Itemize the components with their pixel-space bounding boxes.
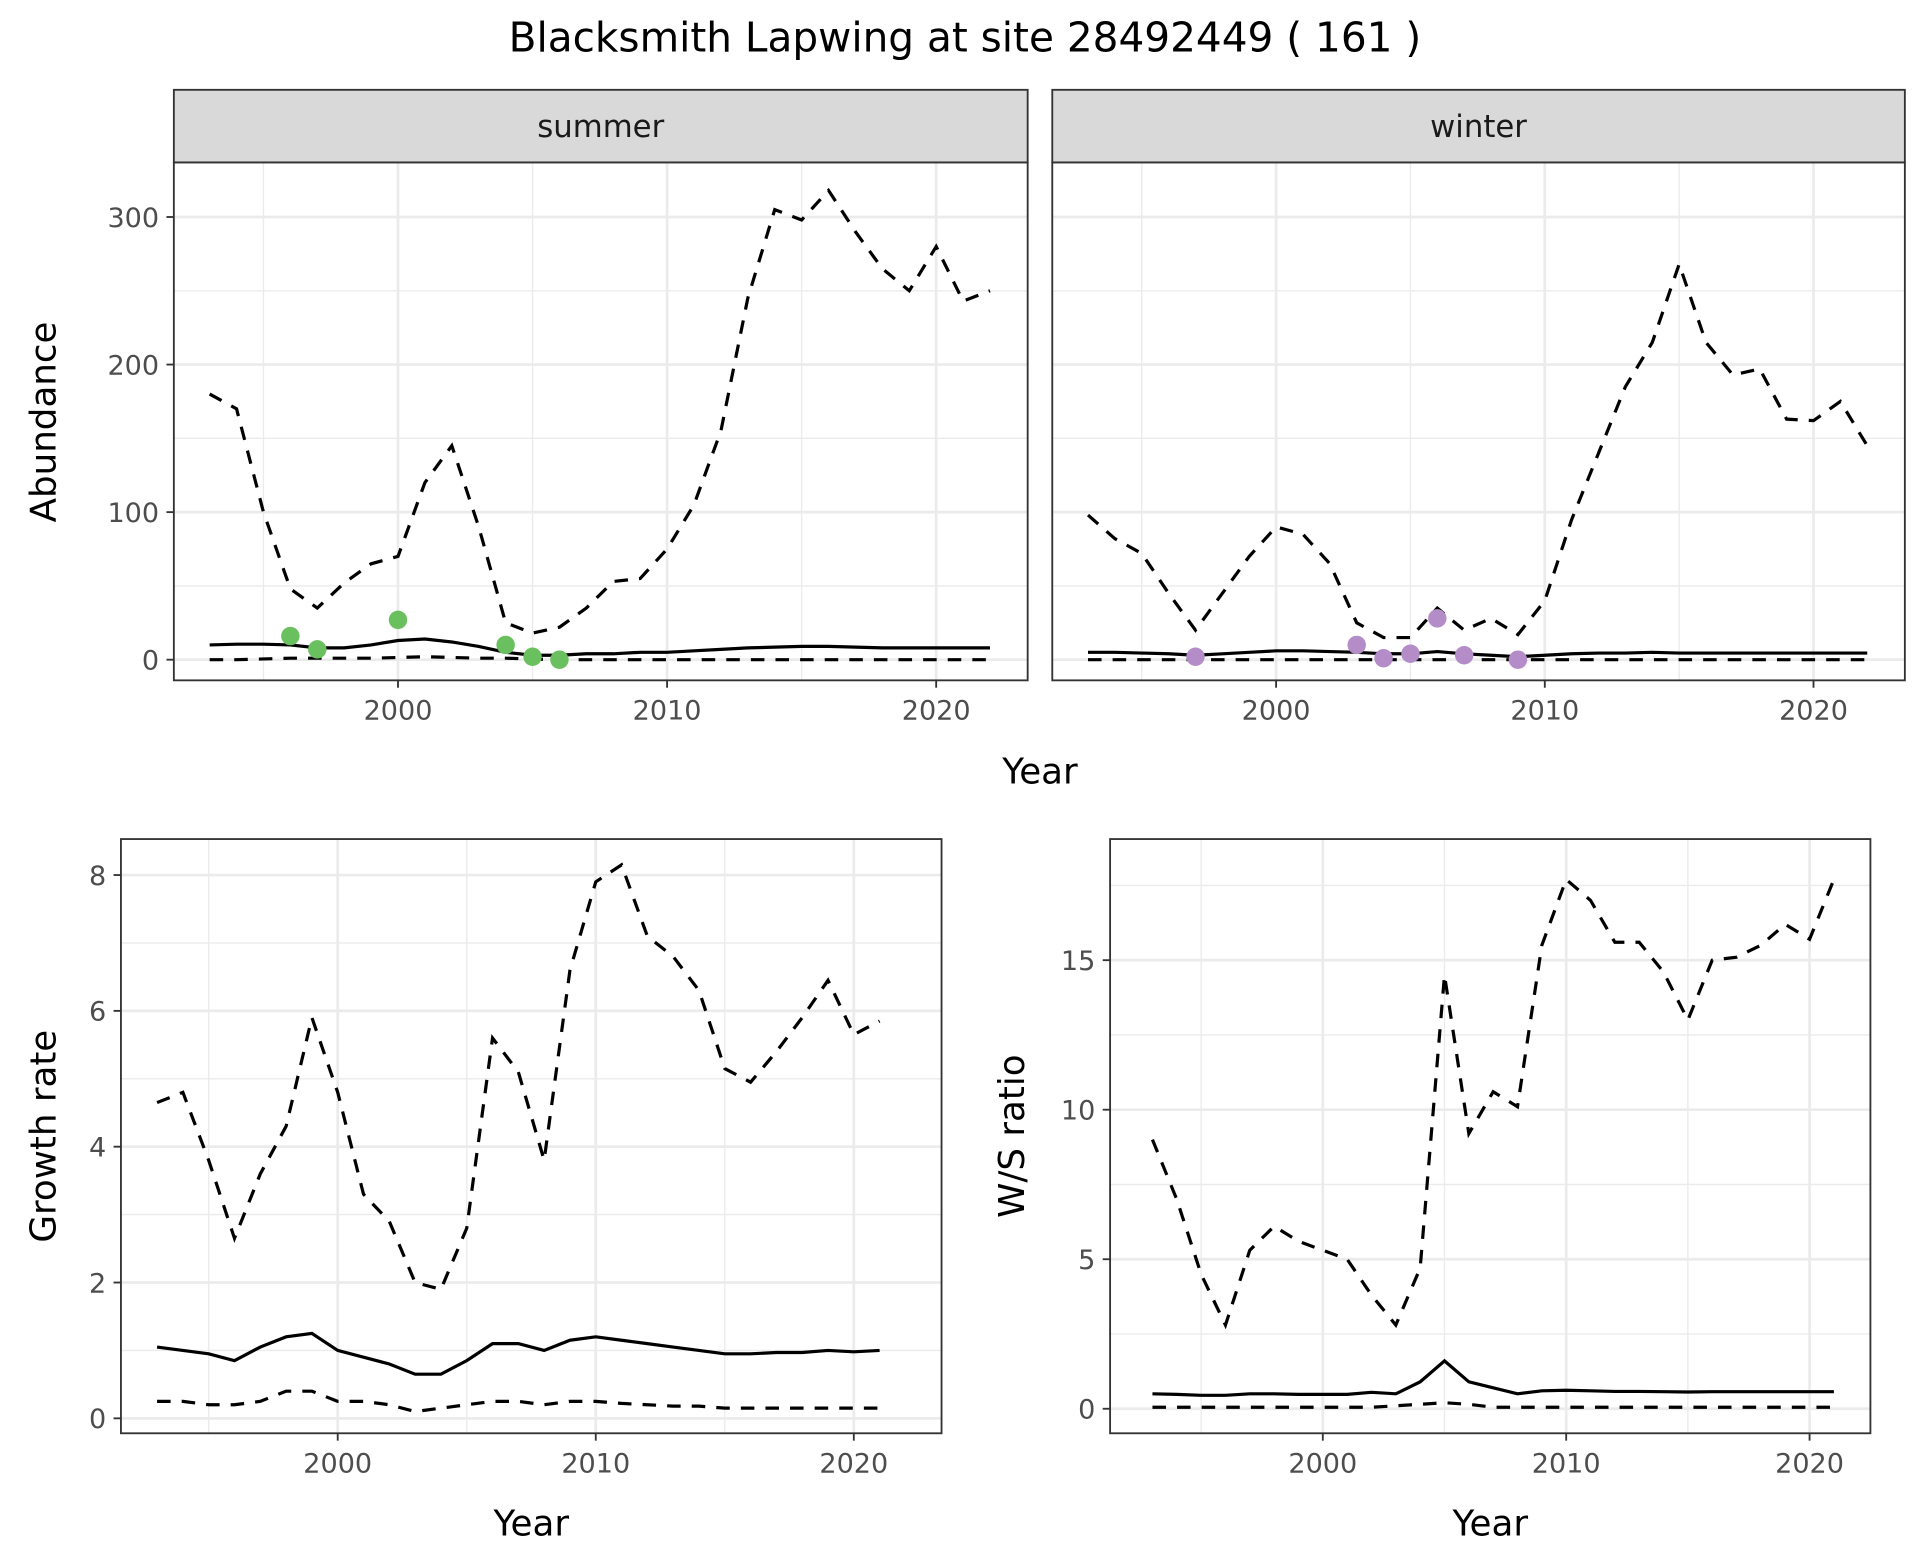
series-line-0-dashed [1150, 876, 1836, 1330]
y-tick-label: 200 [107, 350, 159, 381]
data-point [308, 640, 327, 659]
y-tick-label: 0 [1078, 1395, 1095, 1426]
panel-summer: summer 2000 2010 2020 0 100 200 300 Abundance [24, 88, 1029, 727]
x-tick-label: 2020 [1779, 696, 1848, 727]
y-tick-label: 2 [89, 1268, 106, 1299]
data-point [1454, 646, 1474, 665]
data-point [496, 635, 515, 655]
data-point [550, 650, 569, 669]
x-tick-label: 2020 [1775, 1449, 1844, 1480]
panel-border [120, 838, 943, 1435]
x-tick-label: 2020 [902, 696, 971, 727]
x-axis-label: Year [1001, 752, 1078, 793]
data-point [1374, 648, 1393, 668]
panel-winter: winter 2000 2010 2020 [1051, 88, 1906, 727]
y-tick-label: 5 [1078, 1245, 1095, 1276]
y-tick-label: 100 [107, 498, 159, 529]
data-point [388, 610, 408, 630]
plot-background [1110, 839, 1871, 1434]
facet-label: winter [1430, 109, 1527, 145]
x-axis-label: Year [492, 1503, 569, 1544]
plot-background [120, 839, 942, 1434]
x-tick-label: 2000 [364, 696, 433, 727]
data-point [523, 647, 542, 666]
y-tick-label: 300 [107, 203, 159, 234]
series-line-1-solid [156, 1331, 880, 1376]
y-tick-label: 0 [142, 646, 159, 677]
y-tick-label: 4 [89, 1133, 106, 1164]
y-tick-label: 10 [1061, 1096, 1095, 1127]
data-point [1428, 609, 1447, 628]
chart-title: Blacksmith Lapwing at site 28492449 ( 16… [509, 14, 1422, 62]
x-axis-label: Year [1452, 1503, 1529, 1544]
plot-background [173, 162, 1028, 681]
series-line-1-solid [1088, 649, 1868, 659]
y-tick-label: 15 [1061, 946, 1095, 977]
y-axis-label: Abundance [24, 322, 65, 523]
facet-strip [1051, 88, 1906, 164]
y-axis-label: W/S ratio [992, 1054, 1033, 1217]
panel-growth-rate: 2000 2010 2020 0 2 4 6 8 Growth rate Year [24, 838, 943, 1544]
series-line-2-dashed [209, 655, 990, 662]
plot-background [1052, 162, 1905, 681]
x-tick-label: 2000 [1288, 1449, 1357, 1480]
series-line-0-dashed [1086, 259, 1869, 640]
facet-label: summer [537, 109, 664, 145]
series-line-2-dashed [1152, 1401, 1834, 1409]
x-tick-label: 2010 [1532, 1449, 1601, 1480]
data-point [1347, 635, 1366, 655]
data-point [281, 626, 300, 646]
data-point [1401, 644, 1420, 664]
series-line-1-solid [1152, 1358, 1834, 1397]
y-tick-label: 0 [89, 1404, 106, 1435]
x-tick-label: 2010 [561, 1449, 630, 1480]
x-tick-label: 2000 [303, 1449, 372, 1480]
x-tick-label: 2010 [633, 696, 702, 727]
y-tick-label: 6 [89, 997, 106, 1028]
facet-strip [172, 88, 1029, 164]
x-tick-label: 2010 [1510, 696, 1579, 727]
y-axis-label: Growth rate [24, 1030, 65, 1243]
panel-w-s-ratio: 2000 2010 2020 0 5 10 15 W/S ratio Year [992, 838, 1872, 1544]
series-line-1-solid [209, 637, 990, 657]
series-line-0-dashed [208, 187, 991, 635]
data-point [1508, 650, 1528, 669]
data-point [1186, 647, 1205, 666]
panel-border [1109, 838, 1872, 1435]
y-tick-label: 8 [89, 861, 106, 892]
x-tick-label: 2000 [1242, 696, 1311, 727]
x-tick-label: 2020 [819, 1449, 888, 1480]
